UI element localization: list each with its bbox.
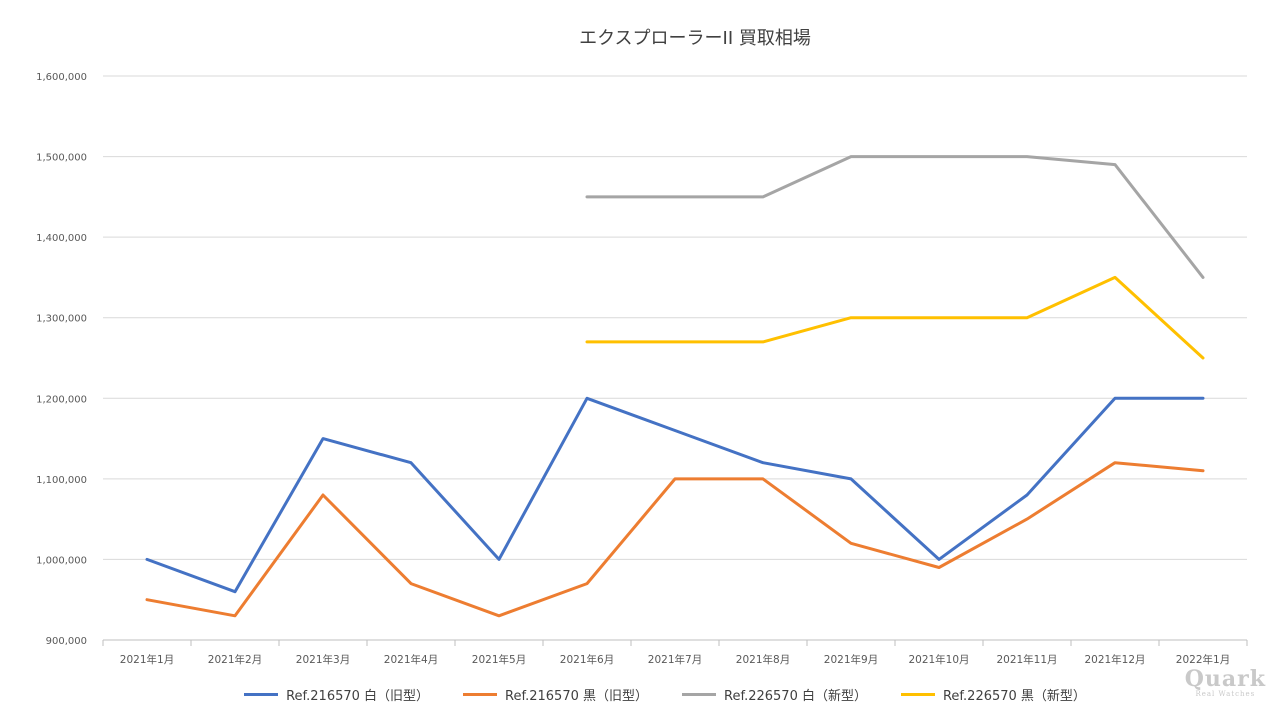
x-tick-label: 2021年11月 bbox=[996, 653, 1057, 666]
watermark-title: Quark bbox=[1184, 666, 1266, 692]
x-tick-label: 2021年7月 bbox=[648, 653, 702, 666]
x-tick-label: 2021年4月 bbox=[384, 653, 438, 666]
x-tick-label: 2022年1月 bbox=[1176, 653, 1230, 666]
x-tick-label: 2021年12月 bbox=[1084, 653, 1145, 666]
watermark-subtitle: Real Watches bbox=[1195, 690, 1256, 698]
legend-item: Ref.226570 白（新型） bbox=[682, 685, 867, 704]
x-tick-label: 2021年3月 bbox=[296, 653, 350, 666]
x-tick-label: 2021年9月 bbox=[824, 653, 878, 666]
series-lines bbox=[145, 155, 1205, 618]
x-tick-label: 2021年5月 bbox=[472, 653, 526, 666]
legend-swatch bbox=[900, 693, 935, 696]
legend-label: Ref.216570 黒（旧型） bbox=[505, 689, 648, 704]
y-tick-label: 1,200,000 bbox=[36, 394, 87, 405]
x-tick-label: 2021年6月 bbox=[560, 653, 614, 666]
y-tick-label: 1,100,000 bbox=[36, 475, 87, 486]
legend-label: Ref.226570 黒（新型） bbox=[942, 689, 1086, 704]
legend-item: Ref.226570 黒（新型） bbox=[900, 685, 1086, 704]
y-tick-label: 1,600,000 bbox=[36, 72, 87, 83]
y-tick-label: 1,300,000 bbox=[36, 314, 87, 325]
legend-label: Ref.226570 白（新型） bbox=[724, 689, 867, 704]
x-tick-label: 2021年1月 bbox=[120, 653, 174, 666]
axes bbox=[102, 639, 1248, 646]
y-tick-label: 1,500,000 bbox=[36, 153, 87, 164]
legend-swatch bbox=[682, 693, 716, 696]
chart-title: エクスプローラーII 買取相場 bbox=[579, 28, 811, 49]
y-tick-labels: 900,000 1,000,000 1,100,000 1,200,000 1,300,… bbox=[36, 72, 87, 647]
legend-swatch bbox=[463, 693, 498, 696]
y-tick-label: 900,000 bbox=[46, 636, 87, 647]
legend-item: Ref.216570 白（旧型） bbox=[244, 685, 429, 704]
x-tick-label: 2021年10月 bbox=[908, 653, 969, 666]
legend: Ref.216570 白（旧型） Ref.216570 黒（旧型） Ref.2265… bbox=[0, 685, 1280, 704]
series-line-4 bbox=[585, 275, 1205, 360]
legend-label: Ref.216570 白（旧型） bbox=[286, 689, 430, 704]
y-tick-label: 1,400,000 bbox=[36, 233, 87, 244]
series-line-2 bbox=[145, 461, 1205, 618]
series-line-1 bbox=[145, 396, 1205, 594]
y-tick-label: 1,000,000 bbox=[36, 555, 87, 566]
watermark-logo: Quark Real Watches bbox=[1185, 668, 1266, 699]
series-line-3 bbox=[585, 155, 1205, 279]
legend-swatch bbox=[244, 693, 279, 696]
x-tick-label: 2021年2月 bbox=[208, 653, 262, 666]
x-tick-labels: 2021年1月 2021年2月 2021年3月 2021年4月 2021年5月 2021年… bbox=[120, 653, 1230, 666]
legend-item: Ref.216570 黒（旧型） bbox=[463, 685, 648, 704]
x-tick-label: 2021年8月 bbox=[736, 653, 790, 666]
